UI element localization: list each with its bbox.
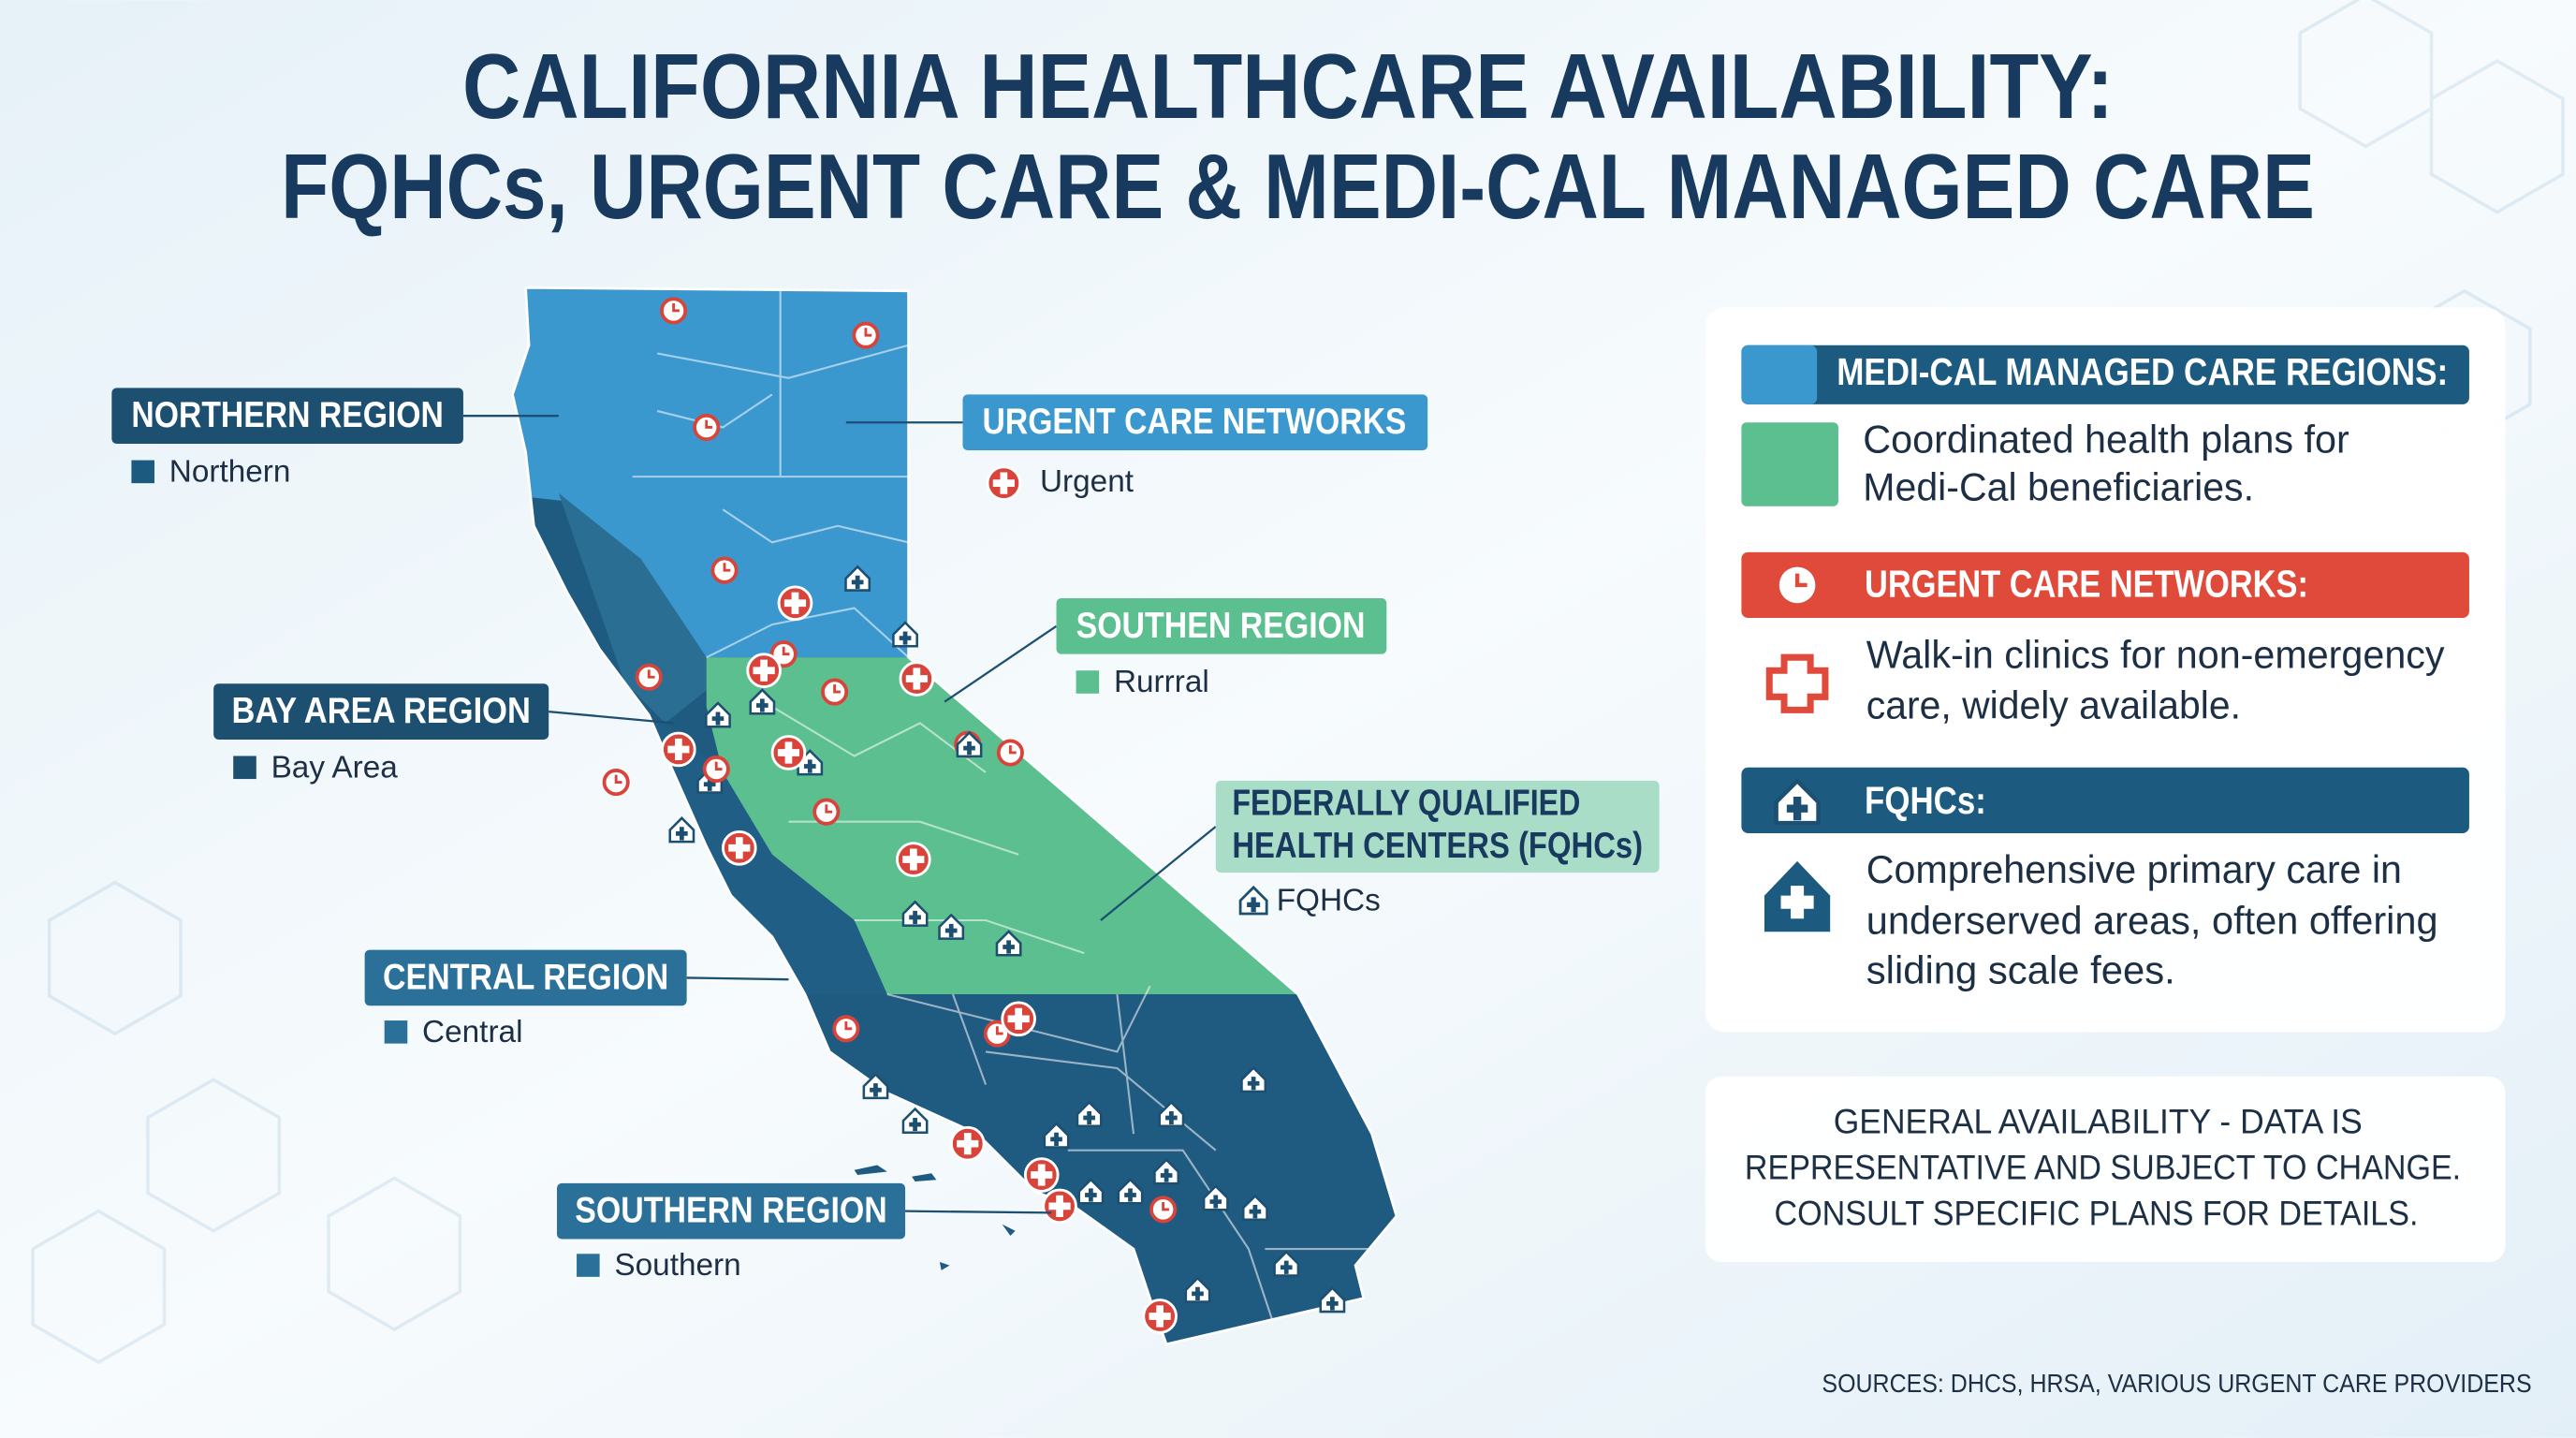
legend-bar [1741,767,2469,833]
legend-label: Northern [169,454,291,489]
urgent-care-marker [899,661,935,697]
leader-line [944,624,1058,703]
legend-swatch [233,756,256,780]
urgent-clock-marker [660,297,688,325]
legend-label: Rurrral [1114,665,1209,699]
legend-text: Walk-in clinics for non-emergency [1866,632,2445,676]
title-line: CALIFORNIA HEALTHCARE AVAILABILITY: [462,35,2114,138]
legend-label: Bay Area [271,750,399,785]
urgent-care-marker [896,842,931,877]
urgent-clock-marker [996,739,1024,767]
urgent-clock-marker [832,1015,860,1043]
urgent-care-marker [721,829,757,866]
region-label: NORTHERN REGION [131,395,443,435]
urgent-clock-marker [635,663,663,691]
legend-text: Medi-Cal beneficiaries. [1863,464,2254,508]
legend-swatch [131,460,154,484]
legend-swatch [1076,670,1100,694]
legend-text: underserved areas, often offering [1866,899,2438,943]
legend-swatch [384,1020,408,1044]
note-line: GENERAL AVAILABILITY - DATA IS [1834,1102,2363,1140]
label-box [213,683,549,740]
region-northern [512,287,987,658]
label-box [364,949,687,1006]
note-line: CONSULT SPECIFIC PLANS FOR DETAILS. [1775,1195,2419,1233]
urgent-clock-marker [693,413,721,442]
urgent-care-marker [770,735,807,770]
urgent-care-marker [1023,1157,1060,1193]
legend-heading: URGENT CARE NETWORKS: [1865,562,2308,605]
region-label: CENTRAL REGION [383,957,668,997]
urgent-care-marker [1142,1299,1178,1334]
sources: SOURCES: DHCS, HRSA, VARIOUS URGENT CARE… [1822,1369,2531,1398]
legend-heading: MEDI-CAL MANAGED CARE REGIONS: [1837,350,2448,393]
urgent-care-marker [777,585,813,622]
urgent-care-marker [1042,1188,1077,1225]
region-central-valley [706,657,1298,994]
leader-line [1100,826,1217,921]
legend-label: Urgent [1040,464,1134,499]
legend-text: Comprehensive primary care in [1866,847,2402,891]
urgent-icon [986,465,1022,501]
label-box [1056,598,1387,654]
urgent-clock-marker [1149,1196,1178,1224]
note-card [1705,1076,2506,1263]
urgent-clock-marker [821,678,849,706]
legend-label: FQHCs [1277,884,1381,918]
urgent-clock-marker [710,556,739,584]
legend-text: sliding scale fees. [1866,947,2175,991]
urgent-care-marker [1001,1001,1036,1037]
leader-line [686,976,789,981]
plus-icon [1765,653,1829,713]
urgent-clock-marker [812,798,841,826]
legend-swatch [1741,422,1838,506]
region-label: FEDERALLY QUALIFIED [1232,783,1580,823]
urgent-clock-marker [602,769,630,797]
fqhc-icon [1780,886,1814,919]
region-bay-coast [558,492,707,724]
region-label: SOUTHERN REGION [575,1191,886,1231]
legend-bar [1741,345,2469,404]
legend-text: Coordinated health plans for [1863,417,2349,461]
region-label: BAY AREA REGION [231,691,530,731]
leader-line [905,1210,1052,1214]
urgent-clock-marker [852,321,880,349]
legend-text: care, widely available. [1866,683,2241,727]
clock-icon [1794,573,1808,588]
urgent-care-marker [661,731,696,768]
legend-label: Southern [614,1248,740,1283]
legend-card [1705,307,2506,1033]
title-line: FQHCs, URGENT CARE & MEDI-CAL MANAGED CA… [281,135,2315,238]
legend-bar-accent [1741,345,1818,404]
leader-line [549,710,674,725]
state-outline [511,286,1398,1346]
leader-lines [462,415,1217,1214]
urgent-clock-marker [702,755,730,784]
label-box [556,1182,906,1240]
legend-heading: FQHCs: [1865,779,1986,822]
label-box [1215,780,1660,873]
region-label: SOUTHEN REGION [1076,606,1366,646]
urgent-care-marker [746,653,782,689]
region-label: URGENT CARE NETWORKS [983,402,1407,442]
region-label: HEALTH CENTERS (FQHCs) [1232,826,1643,866]
note-line: REPRESENTATIVE AND SUBJECT TO CHANGE. [1745,1149,2461,1187]
urgent-care-marker [949,1125,986,1162]
label-box [962,394,1428,451]
legend-label: Central [422,1015,522,1049]
legend-swatch [577,1254,600,1277]
legend-bar [1741,551,2469,619]
label-box [111,388,463,445]
